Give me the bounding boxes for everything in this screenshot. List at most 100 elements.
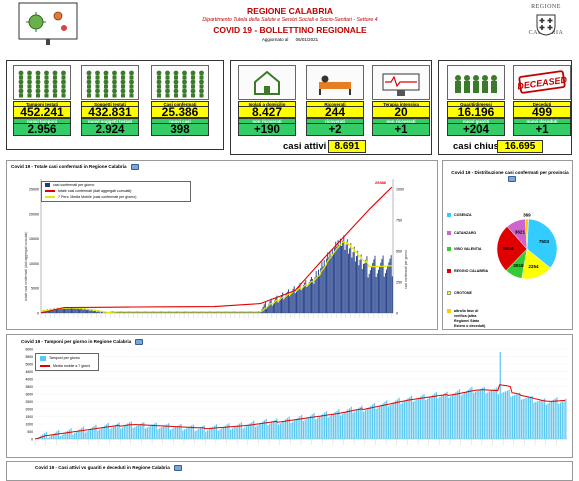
tamponi-bar [457, 391, 458, 439]
daily-bar [308, 285, 309, 314]
daily-bar [336, 247, 337, 314]
tamponi-bar [152, 425, 153, 439]
daily-bar [346, 245, 347, 313]
legend-ma-label: 7 Pers. Media Mobile (casi confermati pe… [58, 195, 137, 199]
pie-slice-label: 2015 [513, 263, 524, 268]
tamponi-bar [335, 412, 336, 439]
tamponi-bar [461, 395, 462, 439]
tamponi-bar [423, 394, 424, 439]
tamponi-bar [161, 427, 162, 439]
daily-bar [83, 310, 84, 313]
daily-bar [345, 250, 346, 313]
tamponi-bar [402, 402, 403, 439]
y-tick: 4500 [25, 370, 33, 374]
y-tick: 3000 [25, 392, 33, 396]
daily-bar [272, 306, 273, 313]
tamponi-bar [368, 407, 369, 439]
tamponi-bar [340, 415, 341, 439]
daily-bar [312, 279, 313, 313]
tamponi-bar [269, 424, 270, 439]
tamponi-bar [432, 395, 433, 439]
tamponi-bar [253, 421, 254, 439]
tamponi-bar [234, 427, 235, 439]
daily-bar [323, 267, 324, 313]
tamponi-bar [565, 399, 566, 439]
tamponi-bar [439, 397, 440, 439]
tamponi-bar [186, 429, 187, 440]
daily-bar [291, 291, 292, 313]
daily-bar [283, 299, 284, 313]
daily-bar [279, 300, 280, 313]
daily-bar [93, 311, 94, 313]
tamponi-bar [138, 425, 139, 439]
daily-bar [333, 254, 334, 313]
tamponi-bar [74, 433, 75, 439]
bottom-title-text: Covid 19 - Casi attivi vs guariti e dece… [35, 465, 170, 470]
tamponi-bar [99, 430, 100, 440]
pie-slice-label: 5624 [503, 246, 514, 251]
daily-bar [70, 308, 71, 313]
tamponi-bar [133, 428, 134, 439]
kpi-delta-value: +2 [306, 124, 364, 136]
tamponi-bar [285, 419, 286, 439]
daily-bar [304, 283, 305, 313]
daily-bar [390, 259, 391, 313]
tamponi-bar [257, 426, 258, 440]
closed-cases-label: casi chiusi [453, 141, 502, 152]
tamponi-bar [127, 423, 128, 439]
tamponi-bar [170, 430, 171, 439]
tamponi-bar [414, 401, 415, 440]
tamponi-bar [407, 398, 408, 439]
tamponi-bar [526, 398, 527, 439]
tamponi-bar [501, 393, 502, 439]
kpi-value: 499 [513, 107, 571, 118]
daily-bar [332, 250, 333, 314]
tamponi-bar [172, 429, 173, 439]
tamponi-bar [487, 392, 488, 439]
tamponi-bar [232, 428, 233, 439]
tamponi-bar [430, 396, 431, 439]
tamponi-bar [535, 402, 536, 439]
legend-tamponi-ma-label: Media mobile a 7 giorni [53, 364, 90, 368]
pie-legend-crotone: CROTONE [447, 291, 491, 309]
daily-bar [362, 269, 363, 313]
tamponi-bar [367, 409, 368, 439]
updated-line: Aggiornato al 06/01/2021 [150, 37, 430, 42]
pie-slice-label: 7503 [539, 239, 550, 244]
daily-bar [341, 246, 342, 313]
tamponi-bar [163, 426, 164, 439]
tamponi-bar [141, 423, 142, 439]
tamponi-bar [416, 399, 417, 439]
tamponi-bar [454, 394, 455, 439]
tamponi-bar [47, 438, 48, 439]
tamponi-bar [120, 429, 121, 439]
tamponi-bar [184, 430, 185, 440]
tamponi-bar [547, 403, 548, 439]
department-name: Dipartimento Tutela della Salute e Servi… [150, 17, 430, 23]
kpi-value: 8.427 [238, 107, 296, 118]
daily-bar [80, 309, 81, 313]
daily-bar [266, 309, 267, 313]
daily-bar [76, 309, 77, 313]
tamponi-bar [164, 425, 165, 439]
y-tick: 5500 [25, 355, 33, 359]
tamponi-bar [49, 437, 50, 439]
updated-label: Aggiornato al [262, 37, 289, 42]
daily-bar [313, 284, 314, 313]
tamponi-bar [508, 390, 509, 439]
tamponi-bar [360, 407, 361, 439]
tamponi-bar [549, 402, 550, 439]
tamponi-bar [413, 402, 414, 439]
daily-bar [296, 291, 297, 313]
daily-bar [285, 297, 286, 313]
tamponi-bar [168, 423, 169, 439]
daily-bar [384, 277, 385, 313]
tamponi-bar [205, 432, 206, 439]
tamponi-bar [159, 428, 160, 439]
daily-bar [376, 277, 377, 313]
tamponi-bar [305, 420, 306, 439]
daily-bar [330, 251, 331, 313]
